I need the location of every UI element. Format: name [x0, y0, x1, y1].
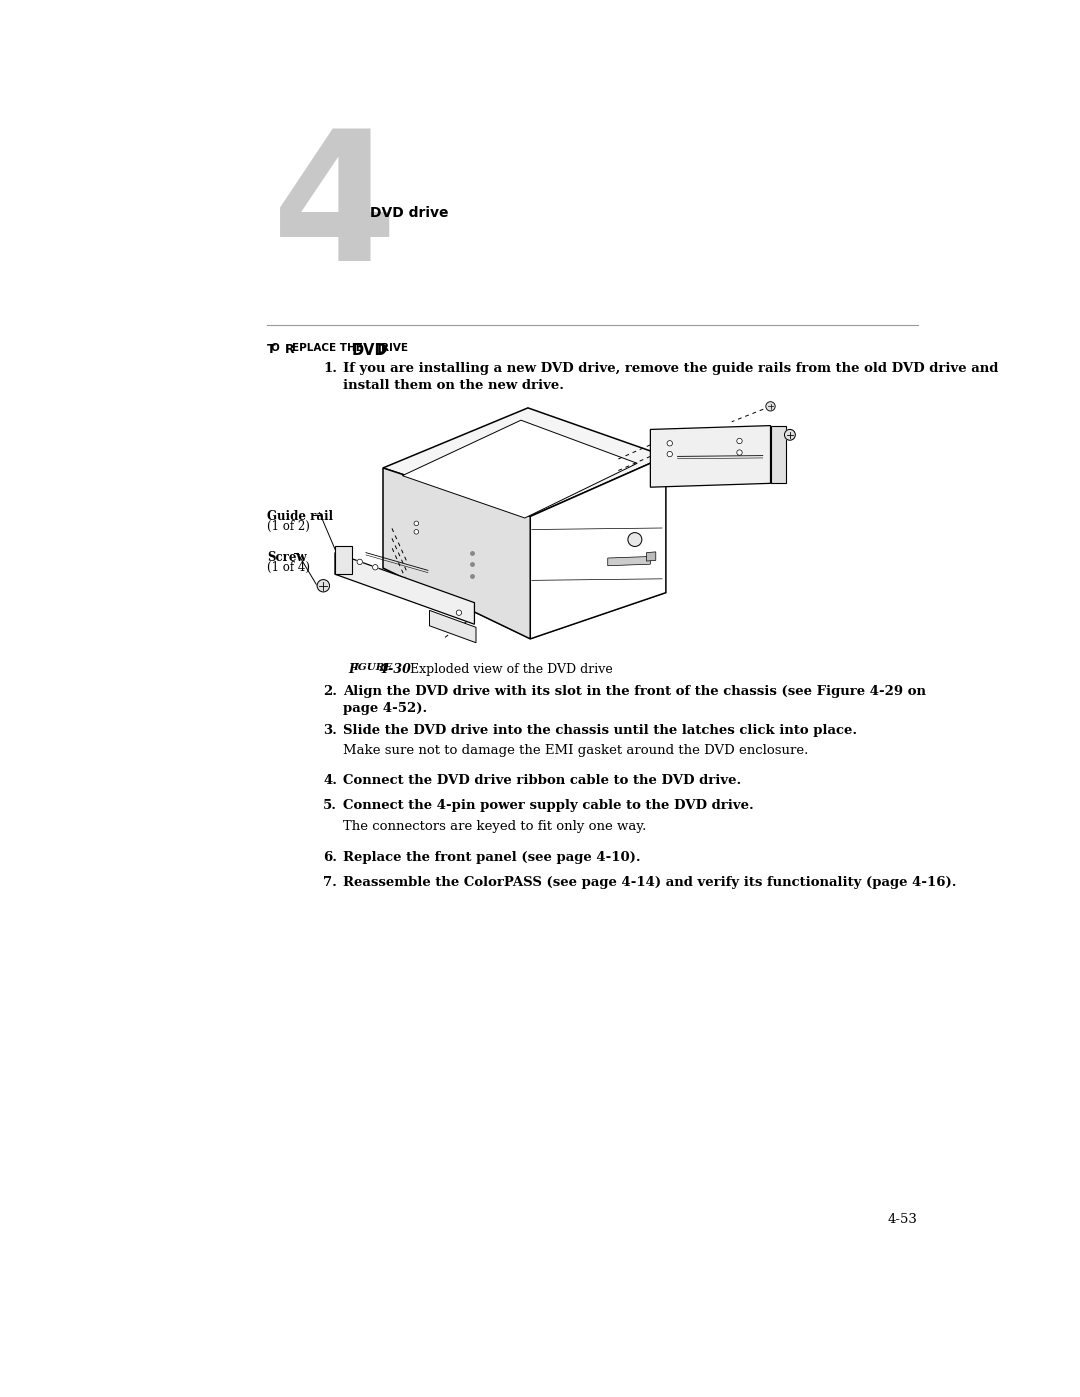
Text: IGURE: IGURE — [353, 662, 392, 672]
Circle shape — [414, 529, 419, 534]
Polygon shape — [770, 426, 786, 483]
Polygon shape — [383, 408, 666, 517]
Text: 6.: 6. — [323, 851, 337, 865]
Text: Make sure not to damage the EMI gasket around the DVD enclosure.: Make sure not to damage the EMI gasket a… — [342, 743, 808, 757]
Circle shape — [318, 580, 329, 592]
Circle shape — [373, 564, 378, 570]
Text: F: F — [348, 662, 357, 676]
Polygon shape — [403, 420, 637, 518]
Text: 7.: 7. — [323, 876, 337, 888]
Text: (1 of 2): (1 of 2) — [267, 520, 310, 534]
Text: Connect the DVD drive ribbon cable to the DVD drive.: Connect the DVD drive ribbon cable to th… — [342, 774, 741, 788]
Text: T: T — [267, 344, 275, 356]
Text: 4-30: 4-30 — [375, 662, 411, 676]
Polygon shape — [608, 556, 650, 566]
Text: Screw: Screw — [267, 550, 307, 564]
Circle shape — [737, 439, 742, 444]
Text: 1.: 1. — [323, 362, 337, 374]
Polygon shape — [430, 610, 476, 643]
Text: Slide the DVD drive into the chassis until the latches click into place.: Slide the DVD drive into the chassis unt… — [342, 724, 856, 736]
Text: Connect the 4-pin power supply cable to the DVD drive.: Connect the 4-pin power supply cable to … — [342, 799, 754, 812]
Text: 5.: 5. — [323, 799, 337, 812]
Circle shape — [414, 521, 419, 525]
Circle shape — [667, 451, 673, 457]
Polygon shape — [530, 457, 666, 638]
Text: DVD: DVD — [352, 344, 388, 358]
Circle shape — [456, 610, 461, 616]
Polygon shape — [383, 539, 666, 638]
Text: 4-53: 4-53 — [888, 1214, 918, 1227]
Text: O: O — [271, 344, 284, 353]
Text: DVD drive: DVD drive — [369, 207, 448, 221]
Circle shape — [784, 429, 795, 440]
Polygon shape — [335, 553, 474, 624]
Text: 4.: 4. — [323, 774, 337, 788]
Text: D: D — [373, 344, 388, 356]
Text: The connectors are keyed to fit only one way.: The connectors are keyed to fit only one… — [342, 820, 646, 833]
Text: 2.: 2. — [323, 685, 337, 698]
Text: (1 of 4): (1 of 4) — [267, 562, 310, 574]
Circle shape — [737, 450, 742, 455]
Polygon shape — [383, 468, 530, 638]
Text: 3.: 3. — [323, 724, 337, 736]
Polygon shape — [650, 426, 770, 488]
Polygon shape — [335, 546, 352, 574]
Text: Guide rail: Guide rail — [267, 510, 333, 524]
Text: R: R — [285, 344, 295, 356]
Text: RIVE: RIVE — [381, 344, 408, 353]
Circle shape — [667, 440, 673, 446]
Polygon shape — [647, 552, 656, 562]
Circle shape — [627, 532, 642, 546]
Text: EPLACE THE: EPLACE THE — [292, 344, 366, 353]
Text: Reassemble the ColorPASS (see page 4-14) and verify its functionality (page 4-16: Reassemble the ColorPASS (see page 4-14)… — [342, 876, 956, 888]
Circle shape — [766, 402, 775, 411]
Text: Align the DVD drive with its slot in the front of the chassis (see Figure 4-29 o: Align the DVD drive with its slot in the… — [342, 685, 926, 715]
Circle shape — [357, 559, 363, 564]
Text: If you are installing a new DVD drive, remove the guide rails from the old DVD d: If you are installing a new DVD drive, r… — [342, 362, 998, 391]
Text: Exploded view of the DVD drive: Exploded view of the DVD drive — [403, 662, 613, 676]
Text: 4: 4 — [272, 123, 397, 299]
Text: Replace the front panel (see page 4-10).: Replace the front panel (see page 4-10). — [342, 851, 640, 865]
